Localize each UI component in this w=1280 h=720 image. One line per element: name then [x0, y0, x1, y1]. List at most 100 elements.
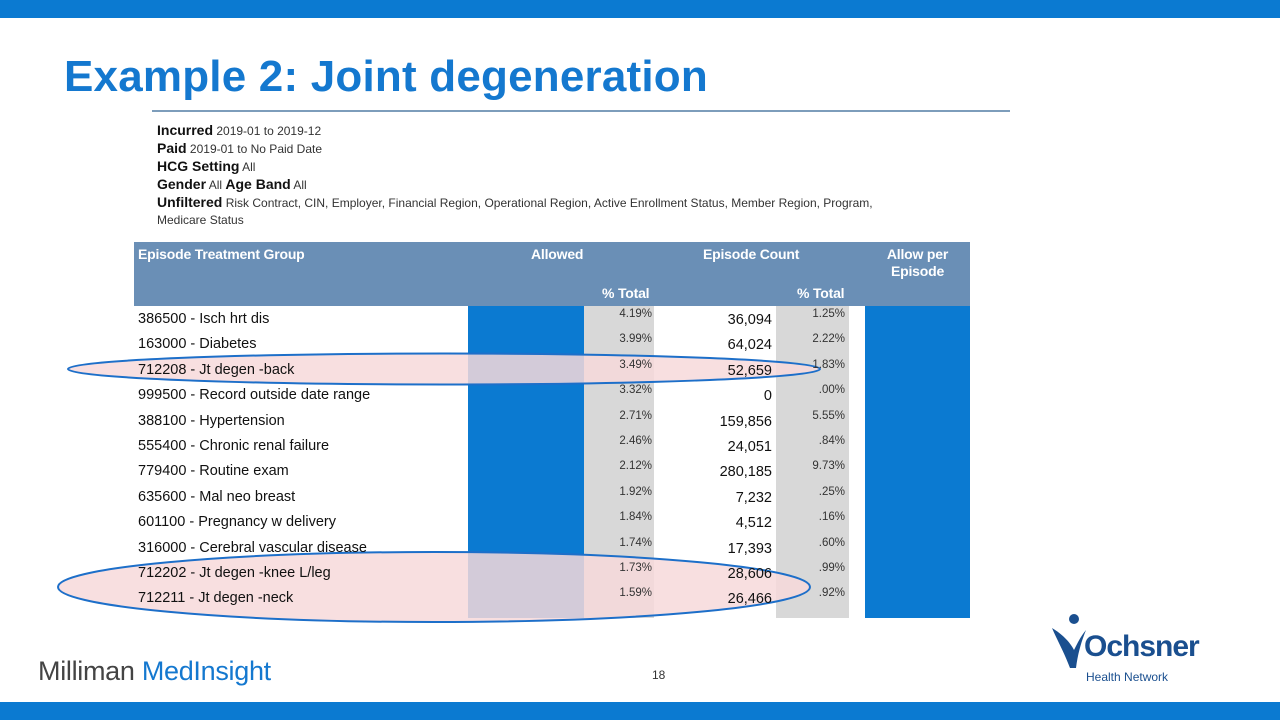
group-name: 163000 - Diabetes [138, 336, 257, 353]
group-name: 779400 - Routine exam [138, 463, 289, 480]
count-pct: .99% [818, 562, 845, 574]
table-row: 386500 - Isch hrt dis 4.19% 36,094 1.25% [134, 306, 970, 331]
filter-incurred: Incurred 2019-01 to 2019-12 [157, 122, 957, 140]
bottom-accent-bar [0, 702, 1280, 720]
ochsner-wordmark: Ochsner [1084, 630, 1200, 663]
filter-paid: Paid 2019-01 to No Paid Date [157, 140, 957, 158]
filter-value: All [242, 160, 256, 174]
count-pct: .92% [818, 587, 845, 600]
episode-count: 26,466 [727, 591, 772, 608]
episode-count: 4,512 [735, 515, 772, 532]
top-accent-bar [0, 0, 1280, 18]
episode-count: 36,094 [727, 312, 772, 328]
filter-gender-ageband: Gender All Age Band All [157, 176, 957, 194]
episode-count: 0 [763, 388, 772, 405]
table-row: 999500 - Record outside date range 3.32%… [134, 382, 970, 407]
brand-medinsight: MedInsight [141, 656, 271, 686]
allow-per-episode-column-redacted [865, 306, 970, 618]
filter-unfiltered-cont: Medicare Status [157, 213, 244, 227]
count-pct: .00% [818, 384, 845, 397]
episode-count: 24,051 [727, 439, 772, 455]
highlight-oval-knee-neck [57, 551, 811, 623]
header-allow-per-episode: Allow per Episode [865, 246, 970, 280]
filter-unfiltered: Unfiltered Risk Contract, CIN, Employer,… [157, 194, 957, 212]
count-pct: .60% [818, 536, 845, 549]
ochsner-logo: Ochsner Health Network [1048, 612, 1228, 688]
table-row: 635600 - Mal neo breast 1.92% 7,232 .25% [134, 484, 970, 509]
allowed-pct: 2.12% [619, 460, 652, 473]
episode-count: 7,232 [735, 489, 772, 506]
count-pct: 2.22% [812, 333, 845, 346]
allowed-pct: 1.73% [619, 562, 652, 574]
table-row: 779400 - Routine exam 2.12% 280,185 9.73… [134, 458, 970, 483]
count-pct: 1.25% [812, 308, 845, 320]
episode-count: 64,024 [727, 337, 772, 354]
filter-label: Paid [157, 140, 187, 156]
allowed-pct: 3.99% [619, 333, 652, 346]
filter-value: 2019-01 to 2019-12 [216, 124, 322, 138]
highlight-ovals [57, 352, 821, 623]
table-row: 601100 - Pregnancy w delivery 1.84% 4,51… [134, 509, 970, 534]
allowed-pct: 2.46% [619, 435, 652, 447]
highlight-oval-back [67, 352, 821, 386]
allowed-pct: 1.74% [619, 536, 652, 549]
group-name: 635600 - Mal neo breast [138, 488, 296, 505]
count-pct: 5.55% [812, 409, 845, 422]
count-pct: 1.83% [812, 358, 845, 371]
episode-count: 28,606 [727, 566, 772, 582]
table-row: 555400 - Chronic renal failure 2.46% 24,… [134, 433, 970, 458]
filter-label: Unfiltered [157, 194, 223, 210]
group-name: 712211 - Jt degen -neck [138, 590, 294, 607]
table-row: 388100 - Hypertension 2.71% 159,856 5.55… [134, 408, 970, 433]
filter-value: Risk Contract, CIN, Employer, Financial … [225, 196, 873, 210]
filter-value: All [293, 178, 307, 192]
header-count-pct: % Total [797, 285, 845, 301]
brand-milliman: Milliman [38, 656, 135, 686]
group-name: 316000 - Cerebral vascular disease [138, 539, 367, 556]
title-underline [152, 110, 1010, 112]
group-name: 999500 - Record outside date range [138, 387, 371, 404]
episode-count: 159,856 [719, 413, 772, 430]
episode-count: 52,659 [727, 362, 772, 379]
count-pct: .16% [818, 511, 845, 524]
header-allowed-pct: % Total [602, 285, 650, 301]
report-filters: Incurred 2019-01 to 2019-12 Paid 2019-01… [157, 122, 957, 229]
header-allow-per-line2: Episode [890, 263, 945, 279]
ochsner-subtitle: Health Network [1086, 670, 1169, 684]
count-pct: .84% [818, 435, 845, 447]
allowed-pct: 3.49% [619, 358, 652, 371]
filter-label: Incurred [157, 122, 214, 138]
filter-value: 2019-01 to No Paid Date [189, 142, 323, 156]
allowed-pct: 1.92% [619, 485, 652, 498]
group-name: 555400 - Chronic renal failure [138, 438, 330, 454]
allowed-pct: 1.59% [619, 587, 652, 600]
filter-hcg-setting: HCG Setting All [157, 158, 957, 176]
episode-count: 17,393 [727, 540, 772, 557]
table-row: 316000 - Cerebral vascular disease 1.74%… [134, 535, 970, 560]
header-episode-count: Episode Count [703, 246, 800, 262]
header-episode-group: Episode Treatment Group [138, 246, 305, 262]
milliman-medinsight-logo: Milliman MedInsight [38, 656, 271, 687]
group-name: 712202 - Jt degen -knee L/leg [138, 565, 331, 581]
table-row: 163000 - Diabetes 3.99% 64,024 2.22% [134, 331, 970, 356]
group-name: 712208 - Jt degen -back [138, 361, 295, 378]
episode-count: 280,185 [719, 464, 772, 481]
ochsner-figure-icon [1052, 614, 1086, 668]
count-pct-column [776, 306, 849, 618]
allowed-pct: 4.19% [619, 308, 652, 320]
group-name: 388100 - Hypertension [138, 412, 285, 429]
table-header [134, 242, 970, 306]
allowed-pct: 1.84% [619, 511, 652, 524]
header-allowed: Allowed [531, 246, 584, 262]
table-row: 712202 - Jt degen -knee L/leg 1.73% 28,6… [134, 560, 970, 585]
group-name: 601100 - Pregnancy w delivery [138, 514, 337, 531]
table-row: 712208 - Jt degen -back 3.49% 52,659 1.8… [134, 357, 970, 382]
slide-title: Example 2: Joint degeneration [64, 52, 708, 101]
group-name: 386500 - Isch hrt dis [138, 311, 270, 327]
filter-label: Gender [157, 176, 207, 192]
header-allow-per-line1: Allow per [886, 246, 949, 262]
page-number: 18 [652, 668, 666, 682]
table-row: 712211 - Jt degen -neck 1.59% 26,466 .92… [134, 585, 970, 610]
episode-table: Episode Treatment Group Allowed % Total … [57, 242, 970, 623]
filter-label: Age Band [225, 176, 291, 192]
